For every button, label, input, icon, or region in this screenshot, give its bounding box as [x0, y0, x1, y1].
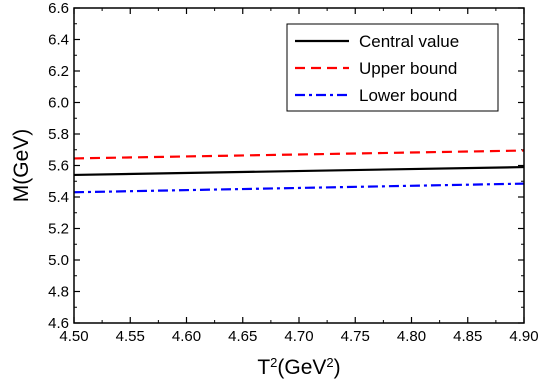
- legend-box: [286, 23, 499, 112]
- x-tick-label: 4.90: [509, 328, 538, 345]
- x-tick-label: 4.75: [341, 328, 370, 345]
- y-tick-label: 5.4: [48, 189, 69, 206]
- series-layer: [73, 149, 525, 194]
- x-tick-label: 4.50: [59, 328, 88, 345]
- y-tick-label: 5.2: [48, 221, 69, 238]
- x-tick-label: 4.60: [172, 328, 201, 345]
- y-tick-label: 5.8: [48, 126, 69, 143]
- y-tick-label: 4.6: [48, 315, 69, 332]
- x-axis-label-base: T: [257, 356, 270, 379]
- y-tick-label: 5.0: [48, 252, 69, 269]
- x-tick-label: 4.55: [116, 328, 145, 345]
- x-tick-label: 4.65: [228, 328, 257, 345]
- y-tick-label: 6.4: [48, 32, 69, 49]
- series-line-upper-bound: [73, 149, 525, 160]
- x-axis-label-close: ): [334, 356, 341, 379]
- x-tick-labels: 4.50 4.55 4.60 4.65 4.70 4.75 4.80 4.85 4.90: [59, 328, 538, 345]
- legend-label-upper-bound: Upper bound: [359, 59, 457, 78]
- x-axis-label-open: (GeV: [277, 356, 326, 379]
- series-line-central-value: [73, 165, 525, 177]
- x-tick-label: 4.85: [453, 328, 482, 345]
- x-tick-label: 4.70: [284, 328, 313, 345]
- y-axis-label: M(GeV): [10, 129, 33, 203]
- y-tick-label: 4.8: [48, 284, 69, 301]
- series-line-lower-bound: [73, 182, 525, 194]
- y-tick-label: 5.6: [48, 158, 69, 175]
- x-axis-label-sup2: 2: [326, 355, 333, 370]
- legend-label-central-value: Central value: [359, 32, 459, 51]
- x-axis-label: T2(GeV2): [257, 355, 340, 380]
- plot-frame: [73, 7, 525, 324]
- y-tick-label: 6.2: [48, 63, 69, 80]
- y-tick-label: 6.0: [48, 95, 69, 112]
- legend: Central value Upper bound Lower bound: [286, 23, 499, 112]
- y-tick-labels: 4.6 4.8 5.0 5.2 5.4 5.6 5.8 6.0 6.2 6.4 6.6: [48, 0, 69, 332]
- legend-label-lower-bound: Lower bound: [359, 86, 457, 105]
- y-tick-label: 6.6: [48, 0, 69, 17]
- x-tick-label: 4.80: [397, 328, 426, 345]
- x-axis-label-sup: 2: [270, 355, 277, 370]
